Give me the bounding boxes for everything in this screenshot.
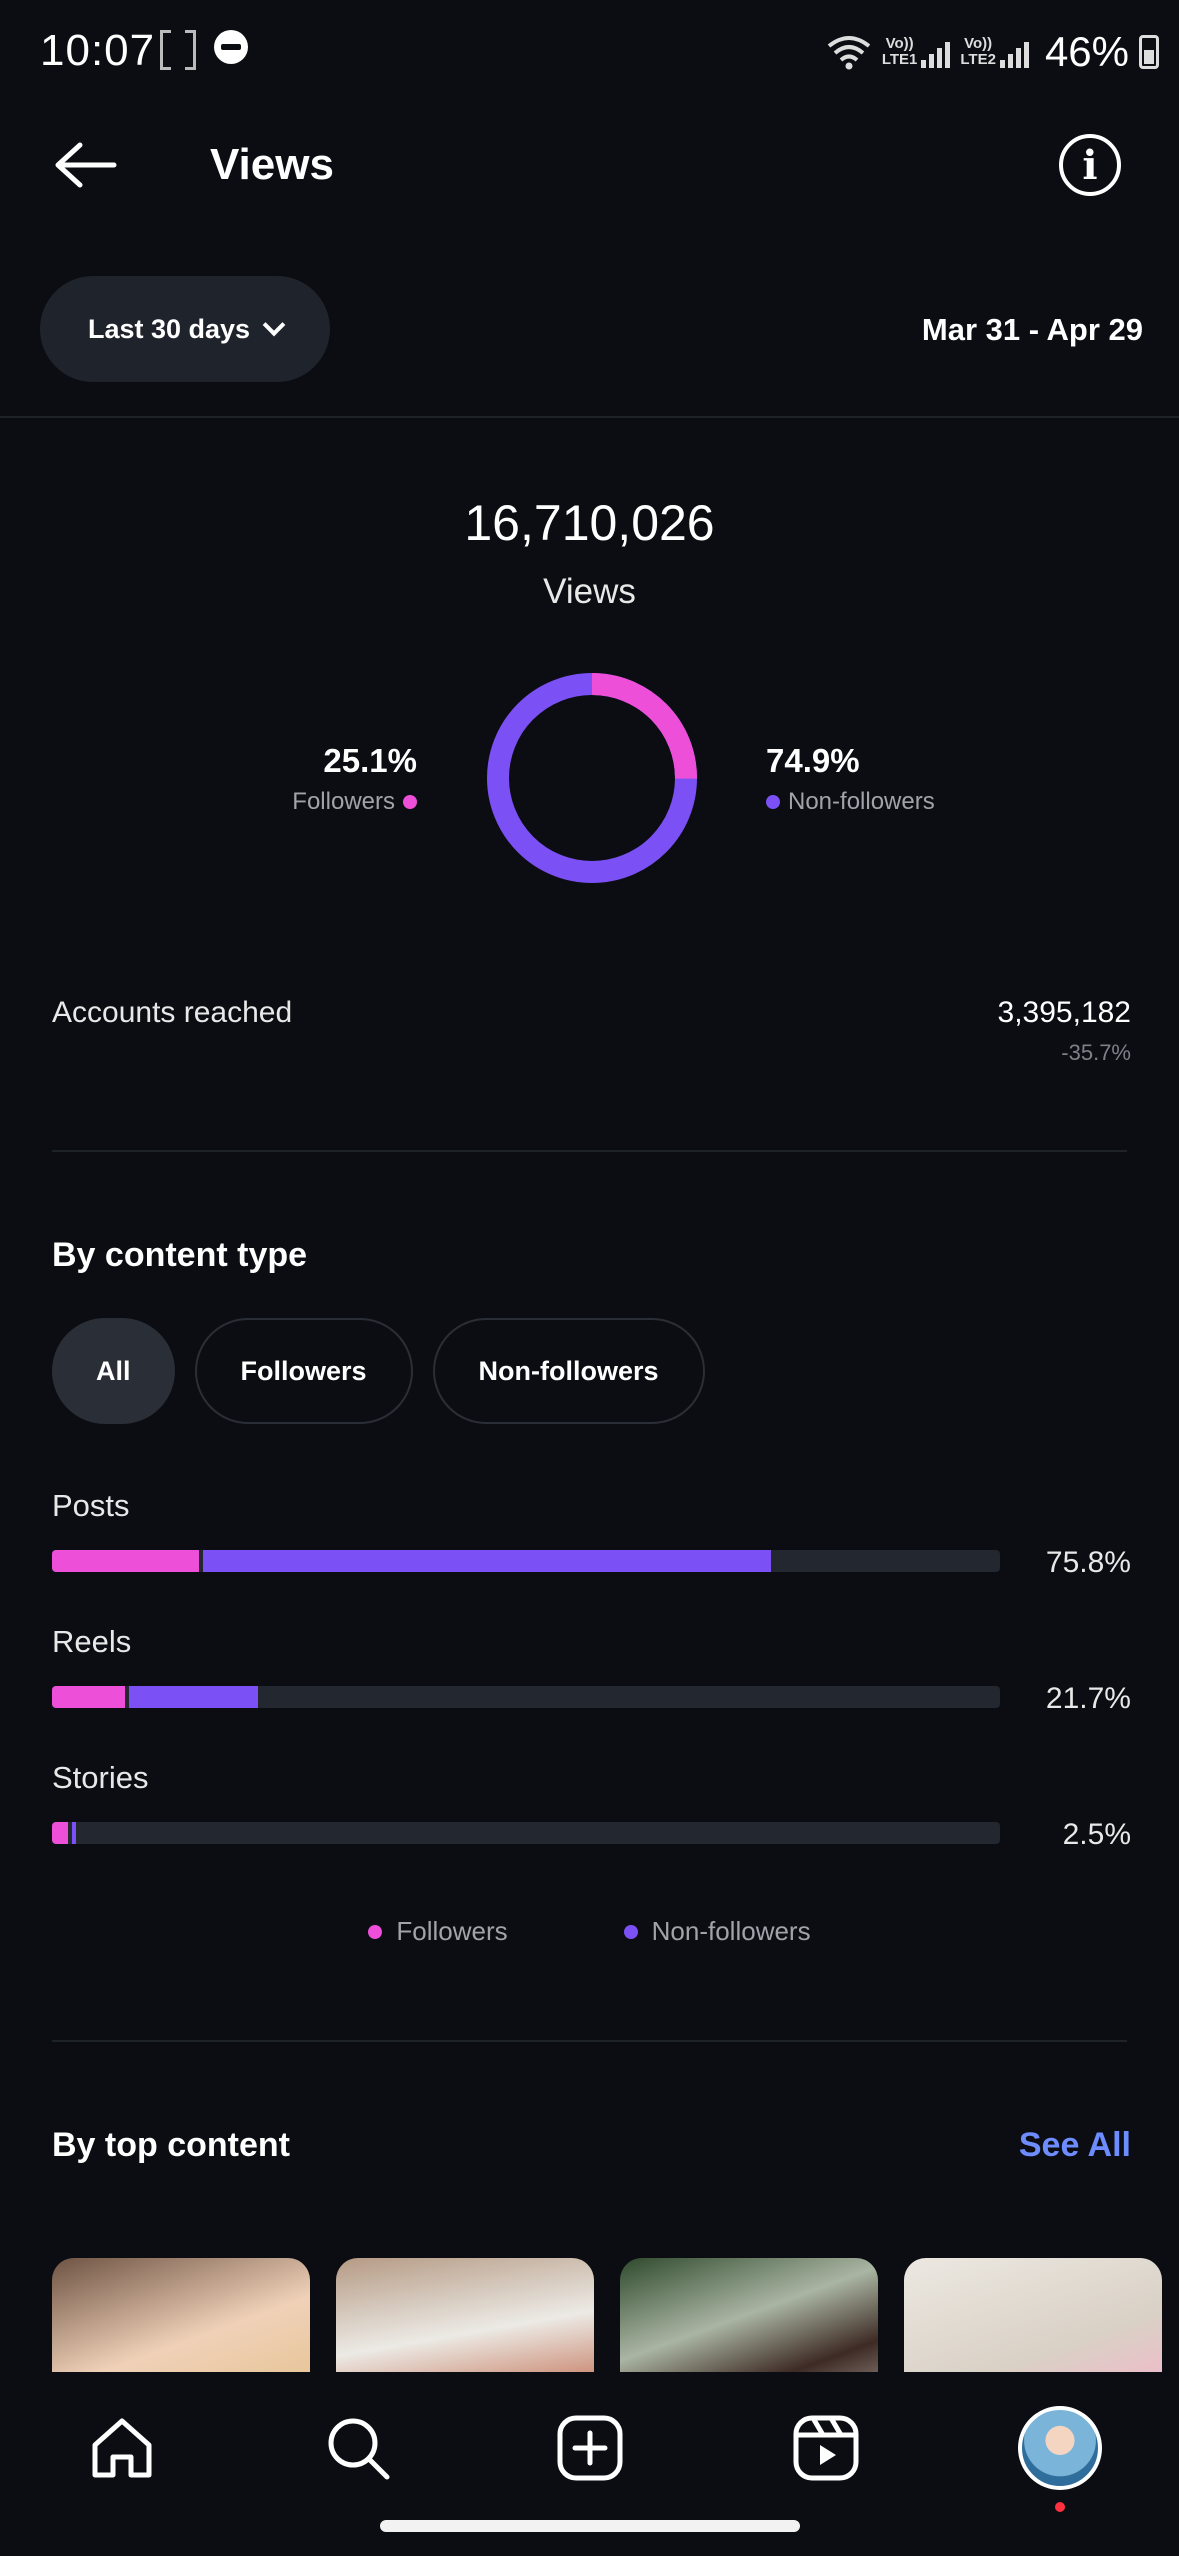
top-content-title: By top content (52, 2126, 290, 2164)
date-range-label: Last 30 days (87, 313, 251, 344)
dnd-icon (214, 30, 248, 64)
stories-followers-seg (52, 1822, 69, 1844)
date-range-text: Mar 31 - Apr 29 (921, 312, 1143, 347)
followers-legend: Followers (292, 788, 417, 816)
legend-non-followers: Non-followers (623, 1916, 811, 1947)
views-total: 16,710,026 (464, 495, 715, 551)
non-followers-dot (766, 795, 780, 809)
date-range-dropdown[interactable]: Last 30 days (40, 276, 330, 382)
legend-followers: Followers (368, 1916, 508, 1947)
non-followers-stat: 74.9% Non-followers (766, 742, 935, 816)
home-indicator (380, 2520, 800, 2532)
views-donut-chart (487, 673, 697, 883)
views-label: Views (543, 572, 636, 611)
page-title: Views (210, 140, 334, 189)
followers-stat: 25.1% Followers (292, 742, 417, 816)
content-type-title: By content type (52, 1236, 308, 1274)
header: Views i (0, 120, 1179, 210)
profile-avatar[interactable] (1018, 2406, 1102, 2490)
notification-dot (1055, 2502, 1065, 2512)
search-icon[interactable] (318, 2408, 398, 2488)
status-time: 10:07 (40, 26, 156, 75)
posts-non-followers-seg (202, 1550, 771, 1572)
sim1-tag: Vo)) LTE1 (881, 35, 918, 68)
create-icon[interactable] (550, 2408, 630, 2488)
reels-non-followers-seg (128, 1686, 258, 1708)
status-bar: 10:07 Vo)) LTE1 Vo)) LTE2 46% (0, 0, 1179, 110)
divider (52, 1150, 1127, 1152)
signal-icon (921, 40, 951, 68)
non-followers-pct: 74.9% (766, 742, 860, 779)
followers-legend-label: Followers (292, 788, 395, 815)
content-type-label-stories: Stories (52, 1760, 149, 1795)
posts-pct: 75.8% (1045, 1546, 1131, 1579)
posts-followers-seg (52, 1550, 199, 1572)
reels-icon[interactable] (786, 2408, 866, 2488)
accounts-reached-label: Accounts reached (52, 996, 293, 1029)
home-icon[interactable] (82, 2408, 162, 2488)
chevron-down-icon (262, 313, 286, 337)
signal-icon-2 (999, 40, 1029, 68)
wifi-icon (827, 36, 871, 70)
followers-dot (403, 795, 417, 809)
content-type-legend: Followers Non-followers (0, 1916, 1179, 1947)
legend-non-followers-dot (623, 1924, 638, 1939)
content-type-label-reels: Reels (52, 1624, 132, 1659)
content-type-label-posts: Posts (52, 1488, 130, 1523)
legend-followers-label: Followers (396, 1916, 508, 1946)
content-type-filters: All Followers Non-followers (52, 1318, 705, 1424)
divider (52, 2040, 1127, 2042)
back-arrow-icon[interactable] (52, 140, 118, 190)
filter-non-followers[interactable]: Non-followers (432, 1318, 705, 1424)
status-icons-left (160, 30, 248, 70)
filter-followers[interactable]: Followers (194, 1318, 413, 1424)
non-followers-legend: Non-followers (766, 788, 935, 816)
info-icon[interactable]: i (1059, 134, 1121, 196)
battery-icon (1139, 35, 1159, 69)
sim2-signal: Vo)) LTE2 (960, 36, 1029, 68)
posts-bar (52, 1550, 1000, 1572)
non-followers-legend-label: Non-followers (788, 788, 935, 815)
stories-pct: 2.5% (1062, 1818, 1131, 1851)
donut-followers-arc (487, 673, 697, 883)
accounts-reached-value: 3,395,182 (997, 996, 1131, 1029)
screen-record-icon (160, 30, 196, 70)
see-all-link[interactable]: See All (1018, 2126, 1131, 2164)
filter-all[interactable]: All (52, 1318, 175, 1424)
legend-non-followers-label: Non-followers (651, 1916, 811, 1946)
accounts-reached-change: -35.7% (1061, 1040, 1131, 1065)
divider (0, 416, 1179, 418)
stories-non-followers-seg (72, 1822, 76, 1844)
followers-pct: 25.1% (323, 742, 417, 779)
reels-followers-seg (52, 1686, 125, 1708)
battery-percent: 46% (1044, 28, 1129, 75)
reels-pct: 21.7% (1045, 1682, 1131, 1715)
stories-bar (52, 1822, 1000, 1844)
legend-followers-dot (368, 1924, 383, 1939)
sim1-signal: Vo)) LTE1 (882, 36, 951, 68)
sim2-tag: Vo)) LTE2 (960, 35, 996, 68)
reels-bar (52, 1686, 1000, 1708)
status-icons-right: Vo)) LTE1 Vo)) LTE2 46% (826, 28, 1159, 76)
